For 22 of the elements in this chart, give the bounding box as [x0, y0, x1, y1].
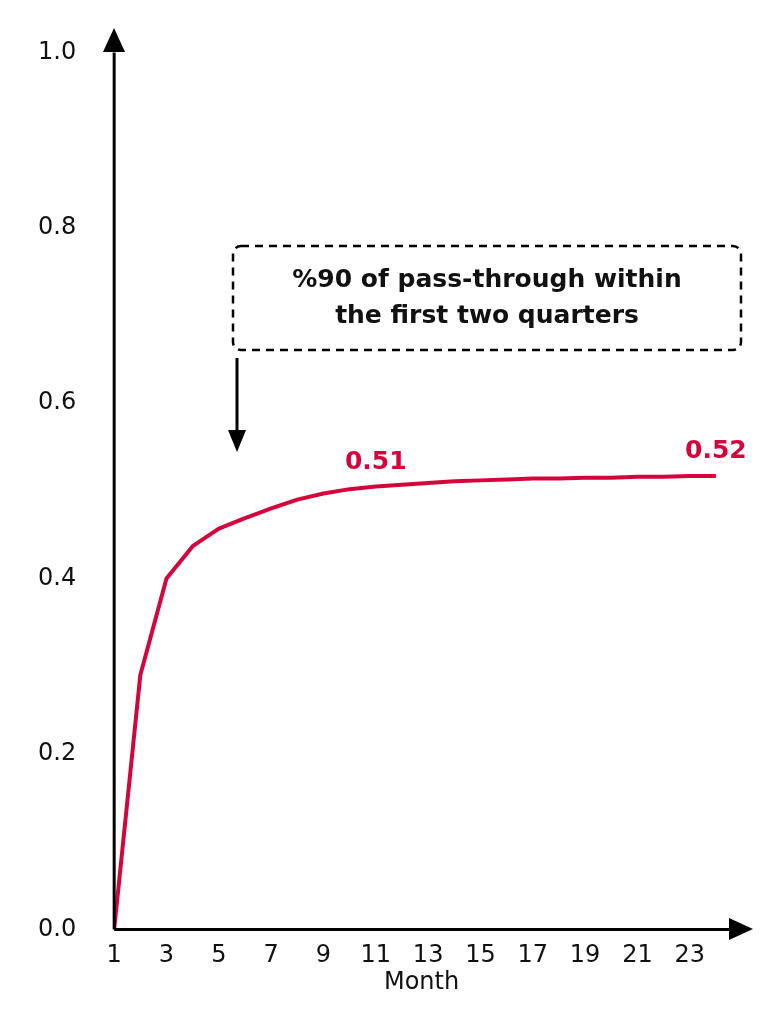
x-tick-label: 21: [622, 940, 653, 969]
x-tick-label: 7: [263, 940, 279, 969]
y-tick-label: 0.0: [38, 913, 77, 942]
x-tick-label: 9: [315, 940, 332, 969]
x-tick-label: 1: [106, 940, 122, 969]
x-tick-label: 17: [517, 940, 549, 969]
y-tick-label: 1.0: [38, 36, 77, 65]
x-tick-label: 19: [569, 940, 601, 969]
x-tick-label: 15: [465, 940, 496, 969]
x-tick-label: 5: [211, 940, 227, 969]
y-tick-label: 0.8: [38, 212, 77, 241]
x-tick-label: 13: [412, 940, 444, 969]
x-tick-label: 23: [674, 940, 706, 969]
annotation: %90 of pass-through within the first two quarters: [292, 263, 682, 329]
y-tick-label: 0.2: [38, 738, 77, 767]
x-axis-title: Month: [383, 966, 460, 995]
annotation: 0.52: [685, 434, 747, 464]
y-tick-label: 0.6: [38, 387, 77, 416]
annotation: 0.51: [344, 445, 407, 475]
x-tick-label: 3: [158, 940, 175, 969]
x-tick-label: 11: [360, 940, 392, 969]
y-tick-label: 0.4: [38, 562, 77, 591]
